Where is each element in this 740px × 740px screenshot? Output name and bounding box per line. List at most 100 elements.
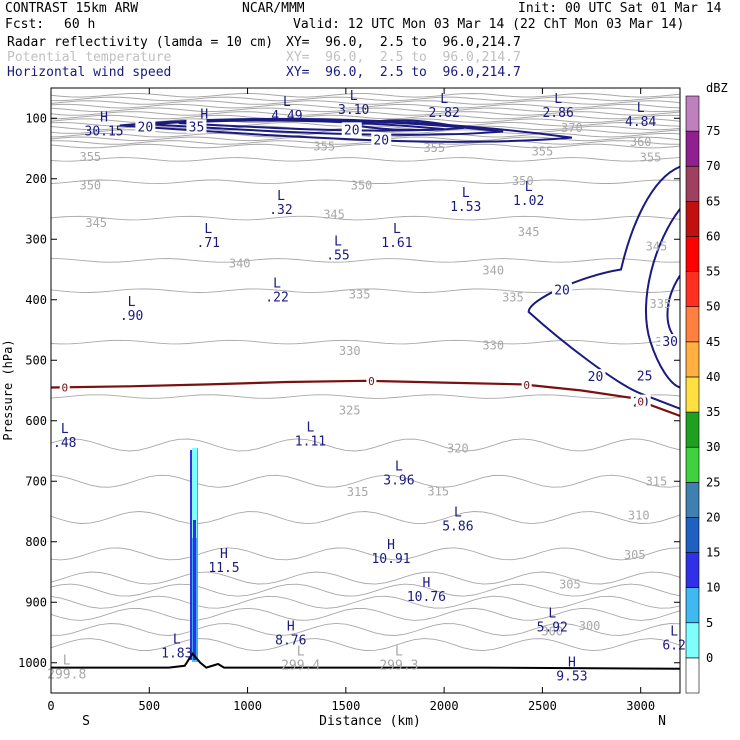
- theta-contour-label: 355: [423, 141, 445, 155]
- colorbar-level-label: 5: [706, 616, 713, 630]
- theta-contour-label: 340: [482, 264, 504, 278]
- extremum-value: 8.76: [275, 634, 306, 649]
- extremum-value: 9.53: [556, 669, 587, 684]
- extremum-marker: H: [100, 110, 108, 125]
- theta-contour: [51, 143, 680, 149]
- theta-contour-label: 335: [650, 297, 672, 311]
- theta-contour-label: 310: [628, 509, 650, 523]
- theta-contour-label: 335: [502, 290, 524, 304]
- theta-contour: [51, 438, 680, 452]
- extremum-value: .32: [269, 203, 292, 218]
- wind-contour-label: 20: [138, 120, 154, 135]
- extremum-value: 11.5: [208, 561, 239, 576]
- x-tick-label: 1500: [331, 699, 360, 713]
- colorbar-swatch: [685, 201, 700, 237]
- extremum-value: 5.92: [537, 620, 568, 635]
- extremum-marker: L: [350, 89, 358, 104]
- extremum-value: 1.61: [381, 236, 412, 251]
- colorbar-swatch: [685, 95, 700, 132]
- zero-label-bg: [366, 374, 377, 386]
- wind-contour-label: 30: [662, 335, 678, 350]
- colorbar-level-label: 20: [706, 510, 720, 524]
- extremum-marker: L: [334, 234, 342, 249]
- field-wind-xy: XY= 96.0, 2.5 to 96.0,214.7: [286, 65, 521, 80]
- colorbar-level-label: 55: [706, 265, 720, 279]
- theta-contour-label: 350: [79, 178, 101, 192]
- x-tick-label: 500: [138, 699, 160, 713]
- extremum-marker: L: [273, 277, 281, 292]
- colorbar-swatch: [685, 517, 700, 553]
- extremum-marker: L: [307, 421, 315, 436]
- colorbar-swatch: [685, 411, 700, 448]
- extremum-value: 6.2: [662, 639, 685, 654]
- colorbar-swatch: [685, 622, 700, 659]
- colorbar-swatch: [685, 165, 700, 202]
- theta-contour-label: 300: [579, 619, 601, 633]
- extremum-marker: L: [63, 654, 71, 669]
- extremum-marker: L: [395, 459, 403, 474]
- theta-contour: [51, 103, 680, 109]
- plot-frame: [50, 87, 681, 694]
- wind-contour-label: 25: [637, 370, 653, 385]
- x-tick-label: 2500: [528, 699, 557, 713]
- theta-contour: [51, 595, 680, 609]
- theta-contour-label: 315: [646, 474, 668, 488]
- x-tick-label: 1000: [233, 699, 262, 713]
- valid-time: Valid: 12 UTC Mon 03 Mar 14 (22 ChT Mon …: [293, 17, 685, 32]
- theta-contour-label: 370: [561, 121, 583, 135]
- extremum-value: 10.76: [407, 590, 446, 605]
- theta-contour-label: 305: [559, 578, 581, 592]
- extremum-value: 3.10: [338, 103, 369, 118]
- extremum-marker: L: [61, 422, 69, 437]
- extremum-value: 1.02: [513, 194, 544, 209]
- y-tick-label: 500: [25, 353, 47, 367]
- wind-contour-label: 20: [373, 134, 389, 149]
- extremum-value: 4.84: [625, 115, 656, 130]
- extremum-value: .90: [120, 309, 143, 324]
- extremum-marker: L: [395, 644, 403, 659]
- field-theta-name: Potential temperature: [7, 50, 172, 65]
- theta-contour: [51, 258, 680, 263]
- theta-contour: [51, 288, 680, 293]
- theta-contour: [51, 100, 680, 105]
- theta-contour: [51, 140, 680, 145]
- theta-contour: [51, 583, 680, 597]
- theta-contour-label: 315: [427, 485, 449, 499]
- axes: 0 500 1000 1500 2000 2500 30001002003004005006…: [1, 87, 681, 729]
- extremum-value: .22: [265, 291, 288, 306]
- wind-label-bg: [371, 132, 392, 147]
- model-title: CONTRAST 15km ARW: [5, 1, 139, 16]
- extremum-value: 4.49: [271, 109, 302, 124]
- theta-contour: [51, 107, 680, 113]
- extremum-marker: L: [554, 92, 562, 107]
- org-label: NCAR/MMM: [242, 1, 305, 16]
- zero-isotherm-line: [51, 379, 680, 417]
- extremum-marker: H: [287, 620, 295, 635]
- extremum-value: 299.4: [281, 658, 320, 673]
- colorbar-unit-label: dBZ: [706, 81, 728, 95]
- extremum-marker: L: [277, 189, 285, 204]
- zero-isotherm-label: 0: [637, 395, 644, 408]
- x-end-label-right: N: [658, 714, 666, 729]
- extremum-marker: L: [440, 92, 448, 107]
- theta-contour: [51, 638, 680, 652]
- extremum-marker: H: [200, 107, 208, 122]
- extremum-value: 2.86: [542, 106, 573, 121]
- extremum-value: .48: [53, 436, 76, 451]
- extremum-marker: H: [568, 655, 576, 670]
- x-tick-label: 3000: [626, 699, 655, 713]
- x-tick-label: 0: [47, 699, 54, 713]
- y-tick-label: 200: [25, 172, 47, 186]
- extremum-value: 3.96: [383, 473, 414, 488]
- wind-contour: [355, 119, 464, 132]
- extremum-marker: L: [454, 505, 462, 520]
- y-tick-label: 300: [25, 232, 47, 246]
- y-tick-label: 1000: [18, 656, 47, 670]
- theta-contour: [51, 622, 680, 636]
- colorbar-level-label: 65: [706, 194, 720, 208]
- y-tick-label: 700: [25, 474, 47, 488]
- wind-label-bg: [341, 122, 362, 137]
- theta-contour-label: 315: [347, 485, 369, 499]
- colorbar-level-label: 15: [706, 546, 720, 560]
